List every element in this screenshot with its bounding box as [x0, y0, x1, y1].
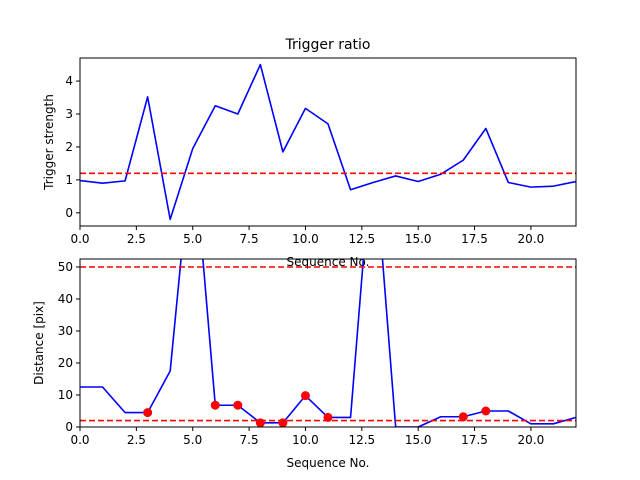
y-axis-label-bottom: Distance [pix] — [32, 301, 46, 385]
data-point-marker — [458, 412, 468, 422]
plot-area — [80, 259, 576, 427]
y-tick-label: 30 — [58, 324, 73, 338]
x-tick-label: 20.0 — [518, 433, 545, 447]
y-tick-label: 40 — [58, 292, 73, 306]
x-tick-label: 7.5 — [240, 433, 259, 447]
x-tick-label: 7.5 — [240, 232, 259, 246]
y-tick-label: 20 — [58, 356, 73, 370]
x-tick-label: 2.5 — [127, 232, 146, 246]
data-point-marker — [143, 408, 153, 418]
data-point-marker — [233, 400, 243, 410]
x-tick-label: 12.5 — [348, 232, 375, 246]
y-tick-label: 0 — [65, 420, 73, 434]
chart-title: Trigger ratio — [284, 37, 370, 53]
x-tick-label: 10.0 — [292, 232, 319, 246]
data-point-marker — [300, 391, 310, 401]
x-tick-label: 2.5 — [127, 433, 146, 447]
y-tick-label: 4 — [65, 74, 73, 88]
trigger-ratio-axes: 0.0 2.5 5.0 7.5 10.0 12.5 15.0 17.5 20.0 0 1 2 3 4 — [65, 57, 577, 246]
x-tick-label: 15.0 — [405, 232, 432, 246]
y-tick-label: 1 — [65, 173, 73, 187]
y-tick-label: 50 — [58, 260, 73, 274]
x-tick-label: 5.0 — [183, 232, 202, 246]
data-point-marker — [255, 418, 265, 427]
distance-axes: 0.0 2.5 5.0 7.5 10.0 12.5 15.0 17.5 20.0 0 10 20 30 4… — [58, 258, 577, 447]
y-tick-label: 10 — [58, 388, 73, 402]
y-tick-label: 0 — [65, 206, 73, 220]
y-tick-label: 2 — [65, 140, 73, 154]
axes-frame — [79, 57, 577, 227]
x-tick-label: 17.5 — [461, 433, 488, 447]
x-tick-label: 0.0 — [70, 433, 89, 447]
x-axis-label-bottom: Sequence No. — [287, 456, 370, 470]
x-tick-label: 5.0 — [183, 433, 202, 447]
y-tick-label: 3 — [65, 107, 73, 121]
series-line — [80, 63, 576, 221]
x-tick-label: 20.0 — [518, 232, 545, 246]
x-tick-label: 15.0 — [405, 433, 432, 447]
data-point-marker — [323, 412, 333, 422]
x-tick-label: 0.0 — [70, 232, 89, 246]
axes-frame — [79, 258, 577, 428]
x-tick-label: 10.0 — [292, 433, 319, 447]
x-tick-label: 12.5 — [348, 433, 375, 447]
data-point-marker — [481, 406, 491, 416]
plot-area — [80, 63, 576, 221]
x-tick-label: 17.5 — [461, 232, 488, 246]
data-point-marker — [278, 418, 288, 427]
data-point-marker — [210, 400, 220, 410]
y-axis-label-top: Trigger strength — [42, 94, 56, 191]
